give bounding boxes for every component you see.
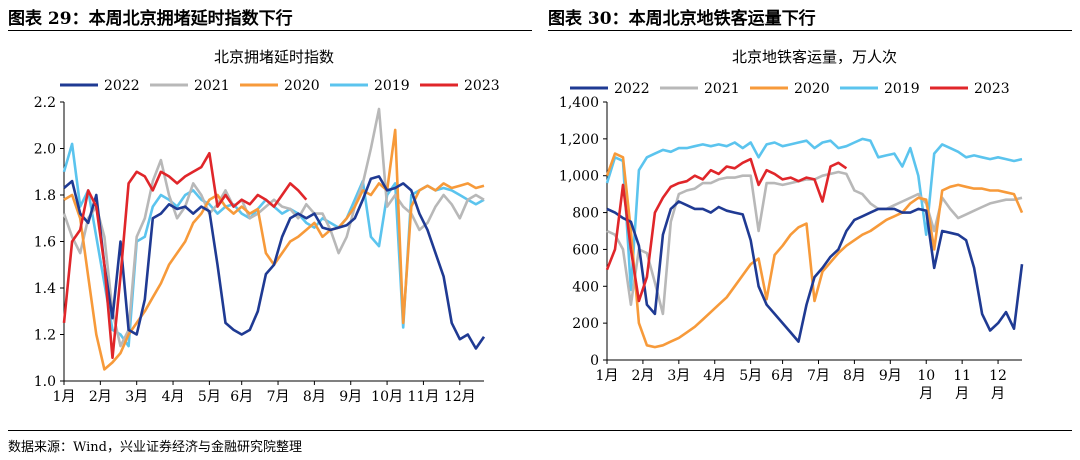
legend-label-2019: 2019 [374,78,410,94]
y-tick-label: 1.0 [34,374,56,390]
x-tick-label: 10月 [371,389,403,405]
series-line-2021 [62,107,485,348]
x-tick-label: 2月 [631,368,654,384]
x-tick-label: 3月 [667,368,690,384]
source-note: 数据来源：Wind，兴业证券经济与金融研究院整理 [8,440,302,455]
legend-label-2022: 2022 [104,78,140,94]
y-tick-label: 1.2 [34,328,56,344]
x-tick-label: 5月 [198,389,221,405]
x-tick-label: 6月 [771,368,794,384]
y-tick-label: 1.8 [34,188,56,204]
series-line-2022 [606,200,1024,343]
chart-title: 北京拥堵延时指数 [214,48,334,66]
x-tick-label: 4月 [703,368,726,384]
x-tick-label: 11月 [408,389,440,405]
legend-label-2020: 2020 [794,81,830,97]
x-tick-label: 12月 [444,389,476,405]
y-tick-label: 0 [590,353,599,369]
series-line-2023 [62,151,308,360]
source-rule [8,430,1072,431]
y-tick-label: 2.0 [34,142,56,158]
left-line-chart: 北京拥堵延时指数 2022 2021 2020 2019 2023 1.0 1.2 1.4 1.6… [34,48,500,405]
series-line-2019 [605,137,1023,292]
y-tick-label: 800 [572,206,599,222]
series-line-2020 [605,152,1024,349]
x-tick-label: 6月 [230,389,253,405]
x-tick-label: 8月 [303,389,326,405]
legend-label-2022: 2022 [614,81,650,97]
x-tick-label: 4月 [162,389,185,405]
y-tick-label: 600 [572,242,599,258]
y-tick-label: 2.2 [34,95,56,111]
x-tick-label: 2月 [89,389,112,405]
x-tick-label: 7月 [807,368,830,384]
chart-title: 北京地铁客运量，万人次 [732,48,897,66]
left-title-rule [8,30,532,31]
y-tick-label: 200 [572,316,599,332]
x-tick-label: 1月 [596,368,619,384]
x-tick-label: 3月 [125,389,148,405]
right-title-rule [548,30,1072,31]
right-figure-title: 图表 30：本周北京地铁客运量下行 [548,9,816,29]
legend-label-2020: 2020 [284,78,320,94]
x-tick-label: 9月 [339,389,362,405]
legend-label-2021: 2021 [194,78,230,94]
y-tick-label: 1,400 [559,95,599,111]
x-tick-label: 8月 [843,368,866,384]
left-figure-title: 图表 29：本周北京拥堵延时指数下行 [8,9,293,29]
right-line-chart: 北京地铁客运量，万人次 2022 2021 2020 2019 2023 0 200 400 60… [559,48,1024,402]
series-line-2023 [605,157,848,303]
legend-label-2021: 2021 [704,81,740,97]
y-tick-label: 400 [572,279,599,295]
legend-label-2019: 2019 [884,81,920,97]
x-tick-label: 5月 [739,368,762,384]
legend-label-2023: 2023 [974,81,1010,97]
x-tick-label: 1月 [53,389,76,405]
y-tick-label: 1.6 [34,235,56,251]
x-tick-label: 9月 [879,368,902,384]
y-tick-label: 1,200 [559,132,599,148]
y-tick-label: 1.4 [34,281,56,297]
series-line-2022 [63,175,486,350]
legend-label-2023: 2023 [464,78,500,94]
x-tick-label: 7月 [267,389,290,405]
y-tick-label: 1,000 [559,169,599,185]
